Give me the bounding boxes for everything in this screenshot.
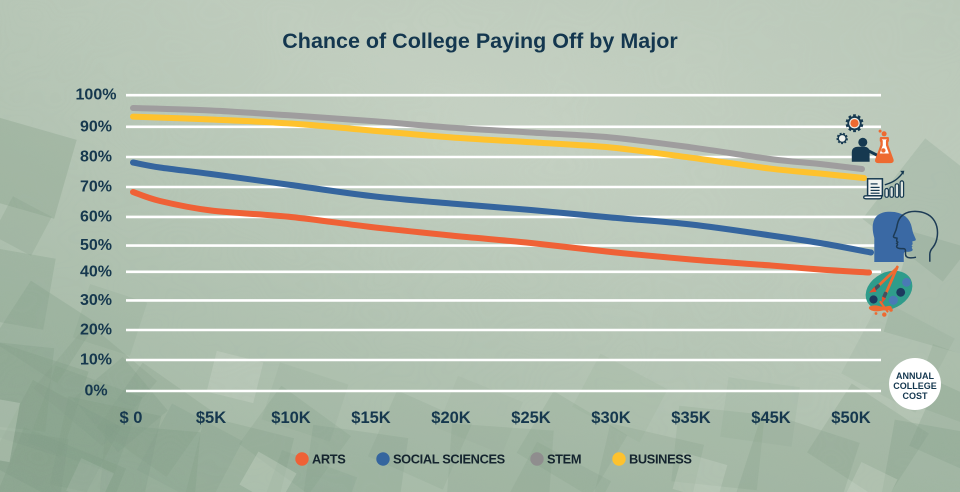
svg-text:COLLEGE: COLLEGE	[893, 381, 937, 391]
svg-text:$45K: $45K	[751, 409, 791, 427]
svg-text:$15K: $15K	[351, 409, 391, 427]
svg-text:40%: 40%	[80, 263, 112, 280]
svg-text:COST: COST	[902, 391, 928, 401]
svg-text:20%: 20%	[80, 322, 112, 339]
svg-text:BUSINESS: BUSINESS	[629, 452, 692, 467]
svg-text:$25K: $25K	[511, 409, 551, 427]
svg-text:ANNUAL: ANNUAL	[896, 371, 934, 381]
svg-text:100%: 100%	[76, 87, 117, 104]
svg-text:$5K: $5K	[196, 409, 226, 427]
svg-text:$30K: $30K	[591, 409, 631, 427]
svg-text:SOCIAL SCIENCES: SOCIAL SCIENCES	[393, 452, 506, 467]
svg-text:ARTS: ARTS	[312, 452, 346, 467]
svg-text:$10K: $10K	[271, 409, 311, 427]
svg-text:60%: 60%	[80, 208, 112, 225]
svg-text:70%: 70%	[80, 179, 112, 196]
svg-text:$50K: $50K	[831, 409, 871, 427]
svg-text:$ 0: $ 0	[120, 409, 143, 427]
svg-text:$20K: $20K	[431, 409, 471, 427]
svg-text:30%: 30%	[80, 292, 112, 309]
svg-text:50%: 50%	[80, 237, 112, 254]
svg-text:80%: 80%	[80, 149, 112, 166]
svg-text:0%: 0%	[84, 383, 107, 400]
svg-text:10%: 10%	[80, 352, 112, 369]
svg-text:90%: 90%	[80, 118, 112, 135]
svg-text:$35K: $35K	[671, 409, 711, 427]
svg-text:STEM: STEM	[547, 452, 581, 467]
svg-text:Chance of College Paying Off b: Chance of College Paying Off by Major	[282, 29, 678, 53]
